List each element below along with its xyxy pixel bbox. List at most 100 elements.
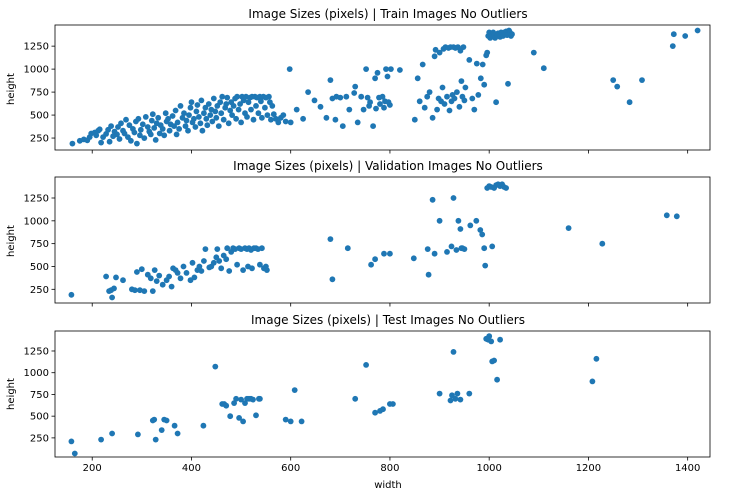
- scatter-point: [414, 75, 421, 82]
- scatter-point: [151, 125, 158, 131]
- scatter-point: [234, 261, 241, 268]
- scatter-point: [390, 401, 396, 407]
- scatter-point: [227, 107, 234, 114]
- y-tick-label: 1250: [24, 194, 49, 205]
- scatter-point: [123, 116, 129, 123]
- scatter-point: [363, 362, 369, 368]
- scatter-point: [236, 415, 243, 421]
- scatter-point: [155, 114, 162, 121]
- scatter-point: [181, 110, 187, 117]
- scatter-point: [291, 387, 298, 393]
- scatter-point: [214, 246, 221, 253]
- scatter-point: [639, 77, 645, 83]
- scatter-point: [168, 283, 175, 290]
- scatter-point: [69, 140, 76, 147]
- y-tick-label: 1000: [24, 65, 49, 76]
- scatter-point: [68, 438, 75, 445]
- scatter-point: [431, 250, 438, 257]
- scatter-point: [224, 245, 231, 252]
- scatter-point: [447, 397, 454, 404]
- scatter-point: [593, 355, 600, 362]
- scatter-point: [135, 115, 142, 122]
- scatter-point: [253, 412, 259, 419]
- scatter-point: [217, 99, 224, 106]
- scatter-point: [411, 116, 418, 123]
- scatter-point: [473, 60, 480, 67]
- train-axes-frame: [54, 24, 711, 151]
- y-tick-label: 1250: [24, 42, 49, 53]
- scatter-point: [108, 123, 114, 129]
- scatter-point: [384, 73, 391, 80]
- scatter-point: [182, 123, 189, 129]
- test-chart-title: Image Sizes (pixels) | Test Images No Ou…: [251, 313, 525, 327]
- scatter-point: [454, 89, 460, 95]
- scatter-point: [187, 104, 194, 111]
- scatter-point: [149, 288, 156, 294]
- scatter-point: [270, 111, 277, 118]
- scatter-point: [373, 105, 379, 112]
- scatter-point: [444, 93, 450, 100]
- scatter-point: [223, 101, 230, 107]
- scatter-point: [352, 83, 359, 90]
- scatter-point: [196, 263, 203, 270]
- scatter-point: [286, 66, 293, 72]
- scatter-point: [293, 106, 300, 113]
- scatter-point: [475, 92, 482, 98]
- scatter-point: [162, 110, 169, 117]
- scatter-point: [121, 130, 128, 137]
- scatter-point: [216, 258, 223, 264]
- x-tick-label: 1400: [675, 463, 700, 474]
- x-axis-label: width: [374, 480, 402, 491]
- scatter-point: [426, 89, 433, 95]
- scatter-point: [367, 99, 373, 106]
- y-tick-label: 250: [30, 134, 49, 145]
- scatter-point: [429, 196, 436, 203]
- scatter-point: [96, 126, 103, 133]
- scatter-point: [215, 123, 222, 129]
- scatter-point: [68, 291, 75, 298]
- scatter-point: [169, 113, 176, 119]
- x-tick-label: 1200: [576, 463, 601, 474]
- scatter-point: [198, 268, 205, 274]
- scatter-point: [141, 288, 148, 294]
- scatter-point: [191, 274, 198, 281]
- scatter-point: [493, 99, 499, 106]
- scatter-point: [344, 245, 351, 252]
- scatter-point: [151, 416, 158, 423]
- y-tick-label: 1000: [24, 368, 49, 379]
- scatter-point: [466, 390, 473, 397]
- scatter-point: [439, 84, 446, 91]
- scatter-point: [230, 103, 237, 109]
- scatter-point: [461, 97, 468, 104]
- scatter-point: [120, 277, 126, 284]
- scatter-point: [199, 127, 206, 134]
- scatter-point: [149, 111, 156, 118]
- scatter-point: [351, 90, 358, 96]
- scatter-point: [337, 94, 344, 101]
- scatter-point: [205, 101, 212, 107]
- scatter-point: [209, 118, 216, 125]
- scatter-point: [240, 418, 247, 425]
- scatter-point: [610, 77, 617, 83]
- scatter-point: [450, 195, 457, 201]
- scatter-point: [147, 131, 154, 138]
- scatter-point: [219, 93, 226, 100]
- scatter-point: [257, 395, 263, 402]
- scatter-point: [486, 333, 493, 340]
- x-tick-label: 1000: [476, 463, 501, 474]
- scatter-point: [287, 418, 294, 425]
- scatter-point: [673, 213, 680, 220]
- scatter-point: [381, 104, 387, 111]
- scatter-point: [257, 261, 263, 268]
- y-tick-label: 250: [30, 433, 49, 444]
- scatter-point: [218, 265, 225, 272]
- scatter-point: [132, 287, 138, 294]
- scatter-point: [180, 263, 187, 270]
- scatter-point: [327, 236, 334, 243]
- scatter-point: [134, 140, 140, 147]
- scatter-point: [503, 185, 509, 191]
- scatter-point: [473, 217, 480, 224]
- scatter-point: [479, 231, 486, 238]
- scatter-point: [114, 131, 120, 138]
